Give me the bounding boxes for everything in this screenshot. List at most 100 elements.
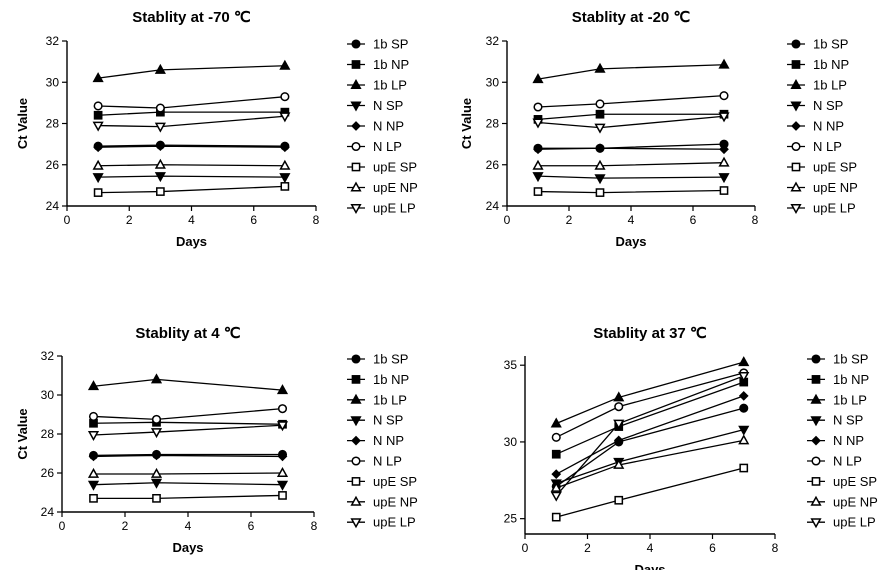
x-axis-label: Days [634, 562, 665, 570]
series-1b-np [533, 109, 729, 124]
data-point [87, 467, 100, 478]
legend-label: 1b SP [813, 37, 848, 52]
legend-item: N NP [787, 119, 844, 134]
legend-item: N SP [807, 413, 863, 428]
data-point [276, 421, 289, 432]
data-point [532, 73, 544, 84]
legend-marker [351, 162, 361, 172]
y-tick-label: 24 [46, 199, 60, 213]
data-point [738, 356, 750, 367]
legend-item: N SP [787, 98, 843, 113]
data-point [719, 91, 729, 101]
legend-item: upE SP [787, 160, 857, 175]
legend-item: N SP [347, 98, 403, 113]
legend-item: N NP [347, 119, 404, 134]
chart-title: Stablity at -70 ℃ [132, 9, 251, 26]
legend-item: 1b LP [347, 392, 407, 407]
legend-item: N SP [347, 413, 403, 428]
legend-label: 1b NP [373, 372, 409, 387]
legend-label: 1b LP [373, 392, 407, 407]
series-line [93, 408, 283, 421]
legend-marker [350, 518, 362, 529]
series-line [93, 424, 283, 436]
data-point [150, 478, 163, 489]
legend-item: N LP [787, 139, 842, 154]
data-point [614, 402, 624, 412]
data-point [154, 158, 166, 169]
data-point [155, 141, 166, 152]
x-tick-label: 8 [311, 519, 318, 533]
series-n-sp [92, 172, 291, 184]
legend-label: N SP [833, 413, 863, 428]
legend-marker [790, 78, 802, 89]
legend-item: upE LP [787, 201, 856, 216]
legend-marker [351, 456, 361, 466]
series-line [98, 164, 285, 167]
chart-title: Stablity at 4 ℃ [135, 325, 240, 342]
series-1b-lp [87, 373, 289, 395]
legend-item: 1b SP [347, 352, 408, 367]
legend-label: N SP [813, 98, 843, 113]
series-1b-lp [532, 58, 730, 84]
y-tick-label: 28 [41, 427, 55, 441]
data-point [739, 403, 749, 413]
y-tick-label: 26 [41, 466, 55, 480]
data-point [594, 159, 606, 170]
series-line [98, 175, 285, 178]
x-tick-label: 6 [709, 541, 716, 555]
data-point [594, 123, 606, 134]
legend-item: upE NP [347, 494, 418, 509]
data-point [550, 417, 562, 428]
legend-item: 1b NP [347, 57, 409, 72]
y-tick-label: 24 [41, 505, 55, 519]
data-point [154, 63, 166, 74]
data-point [280, 182, 290, 191]
legend-label: upE LP [833, 515, 876, 530]
data-point [551, 432, 561, 442]
chart-svg: Stablity at 37 ℃ 0 2 4 6 8 25 30 35 Days 1b SP 1b N… [504, 325, 878, 570]
data-point [533, 187, 543, 196]
series-upe-np [550, 434, 750, 492]
legend-label: 1b NP [833, 372, 869, 387]
data-point [551, 512, 561, 522]
legend-marker [350, 78, 362, 89]
series-line [93, 421, 283, 425]
x-tick-label: 8 [752, 213, 759, 227]
legend-marker [350, 416, 362, 427]
x-tick-label: 2 [566, 213, 573, 227]
legend-item: upE LP [347, 201, 416, 216]
legend-label: N LP [373, 454, 402, 469]
data-point [738, 371, 750, 382]
legend-item: 1b NP [347, 372, 409, 387]
series-n-sp [87, 478, 289, 491]
y-tick-label: 30 [41, 388, 55, 402]
legend-item: N NP [347, 433, 404, 448]
data-point [594, 174, 606, 185]
legend-marker [350, 495, 362, 506]
data-point [551, 449, 561, 459]
data-point [92, 159, 104, 170]
data-point [278, 491, 287, 500]
legend-item: N LP [807, 454, 862, 469]
series-1b-np [93, 107, 290, 120]
legend-label: upE LP [373, 201, 416, 216]
y-axis-label: Ct Value [459, 98, 474, 149]
data-point [739, 463, 749, 473]
legend: 1b SP 1b NP 1b LP N SP N NP N LP upE SP upE NP u… [347, 37, 418, 216]
data-point [550, 491, 562, 502]
data-point [92, 72, 104, 83]
data-point [154, 172, 166, 183]
data-point [614, 495, 624, 505]
series-line [98, 111, 285, 116]
data-point [88, 411, 99, 421]
series-line [538, 143, 725, 149]
legend-label: 1b LP [813, 78, 847, 93]
series-line [537, 189, 725, 194]
legend-marker [350, 393, 362, 404]
y-tick-label: 24 [486, 199, 500, 213]
legend-item: N NP [807, 433, 864, 448]
data-point [150, 467, 163, 478]
data-point [155, 103, 165, 113]
legend-label: upE NP [813, 180, 858, 195]
